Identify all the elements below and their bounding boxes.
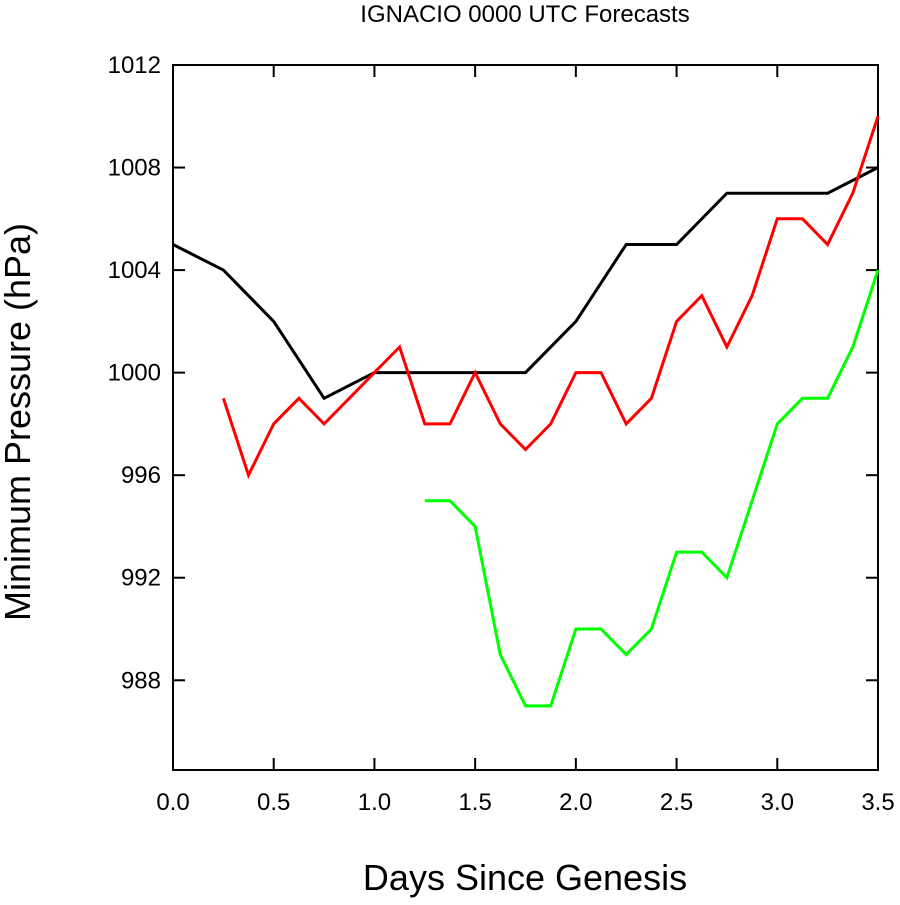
axis-ticks <box>172 64 879 770</box>
x-tick-label: 3.0 <box>761 789 794 816</box>
chart-title: IGNACIO 0000 UTC Forecasts <box>360 1 689 28</box>
y-tick-label: 996 <box>121 462 161 489</box>
plot-frame <box>172 64 879 771</box>
series-layer <box>172 115 880 708</box>
x-tick-label: 1.0 <box>358 789 391 816</box>
x-tick-label: 0.0 <box>156 789 189 816</box>
y-axis-label: Minimum Pressure (hPa) <box>0 223 38 621</box>
x-tick-label: 2.5 <box>660 789 693 816</box>
x-tick-label: 3.5 <box>861 789 894 816</box>
y-tick-label: 1004 <box>108 257 161 284</box>
y-tick-label: 988 <box>121 667 161 694</box>
axis-tick-labels: 0.0 0.5 1.0 1.5 2.0 2.5 3.0 3.5 988 992 996 1000 100… <box>108 52 895 816</box>
series-line-2 <box>221 115 880 480</box>
x-axis-label: Days Since Genesis <box>363 857 687 898</box>
series-line-3 <box>424 269 880 708</box>
plot-area <box>172 64 879 771</box>
y-tick-label: 1000 <box>108 360 161 387</box>
y-tick-label: 1008 <box>108 155 161 182</box>
x-tick-label: 0.5 <box>257 789 290 816</box>
x-tick-label: 1.5 <box>458 789 491 816</box>
y-tick-label: 992 <box>121 565 161 592</box>
y-tick-label: 1012 <box>108 52 161 79</box>
series-line-1 <box>172 166 879 401</box>
x-tick-label: 2.0 <box>559 789 592 816</box>
